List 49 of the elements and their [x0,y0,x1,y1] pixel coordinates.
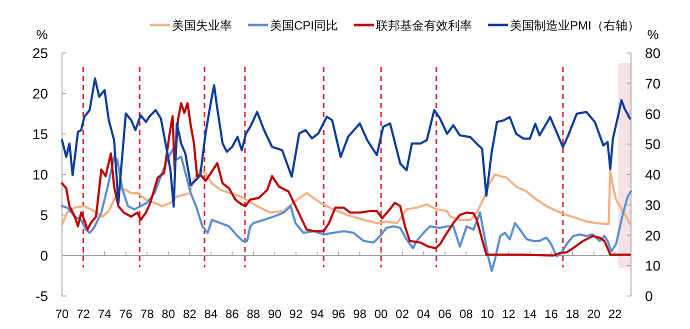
y2-axis-title: % [647,27,660,42]
y2-tick-label: 70 [645,75,661,92]
y2-tick-label: 30 [645,196,661,213]
legend-label: 美国CPI同比 [270,18,338,32]
x-tick-label: 06 [438,307,452,321]
x-tick-label: 80 [162,307,176,321]
x-tick-label: 08 [459,307,474,321]
x-tick-label: 20 [587,307,601,321]
x-tick-label: 76 [119,307,133,321]
y2-tick-label: 80 [645,45,661,61]
x-tick-label: 16 [544,307,558,321]
x-tick-label: 02 [396,307,410,321]
legend-label: 联邦基金有效利率 [376,18,472,32]
y2-tick-label: 0 [645,288,653,304]
x-tick-label: 82 [182,307,197,321]
x-tick-label: 86 [225,307,240,321]
y-tick-label: 0 [40,248,48,264]
x-tick-label: 72 [76,307,90,321]
y2-tick-label: 10 [645,258,661,274]
y-tick-label: 15 [32,126,48,142]
x-tick-label: 90 [268,307,282,321]
x-tick-label: 74 [98,307,112,321]
y2-tick-label: 60 [645,106,661,122]
y2-tick-label: 20 [645,227,661,244]
y-tick-label: 5 [40,207,48,223]
x-tick-label: 22 [608,307,622,321]
x-tick-label: 10 [480,307,494,321]
x-tick-label: 96 [332,307,346,321]
y-axis-title: % [36,27,48,42]
x-tick-label: 04 [416,307,431,321]
y2-tick-label: 50 [645,136,661,152]
x-tick-label: 92 [289,307,303,321]
x-tick-label: 94 [310,307,324,321]
y2-tick-label: 40 [645,166,661,182]
y-tick-label: -5 [36,288,48,304]
x-tick-label: 14 [523,307,537,321]
y-tick-label: 10 [32,166,48,182]
x-tick-label: 12 [502,307,516,321]
legend-label: 美国制造业PMI（右轴） [510,18,640,32]
x-tick-label: 84 [204,307,218,321]
y-tick-label: 20 [32,86,48,102]
x-tick-label: 70 [55,307,69,321]
x-tick-label: 18 [566,307,580,321]
legend-label: 美国失业率 [172,18,232,32]
y-tick-label: 25 [32,45,48,61]
x-tick-label: 88 [246,307,260,321]
x-tick-label: 78 [140,307,154,321]
x-tick-label: 98 [353,307,367,321]
x-tick-label: 00 [374,307,388,321]
